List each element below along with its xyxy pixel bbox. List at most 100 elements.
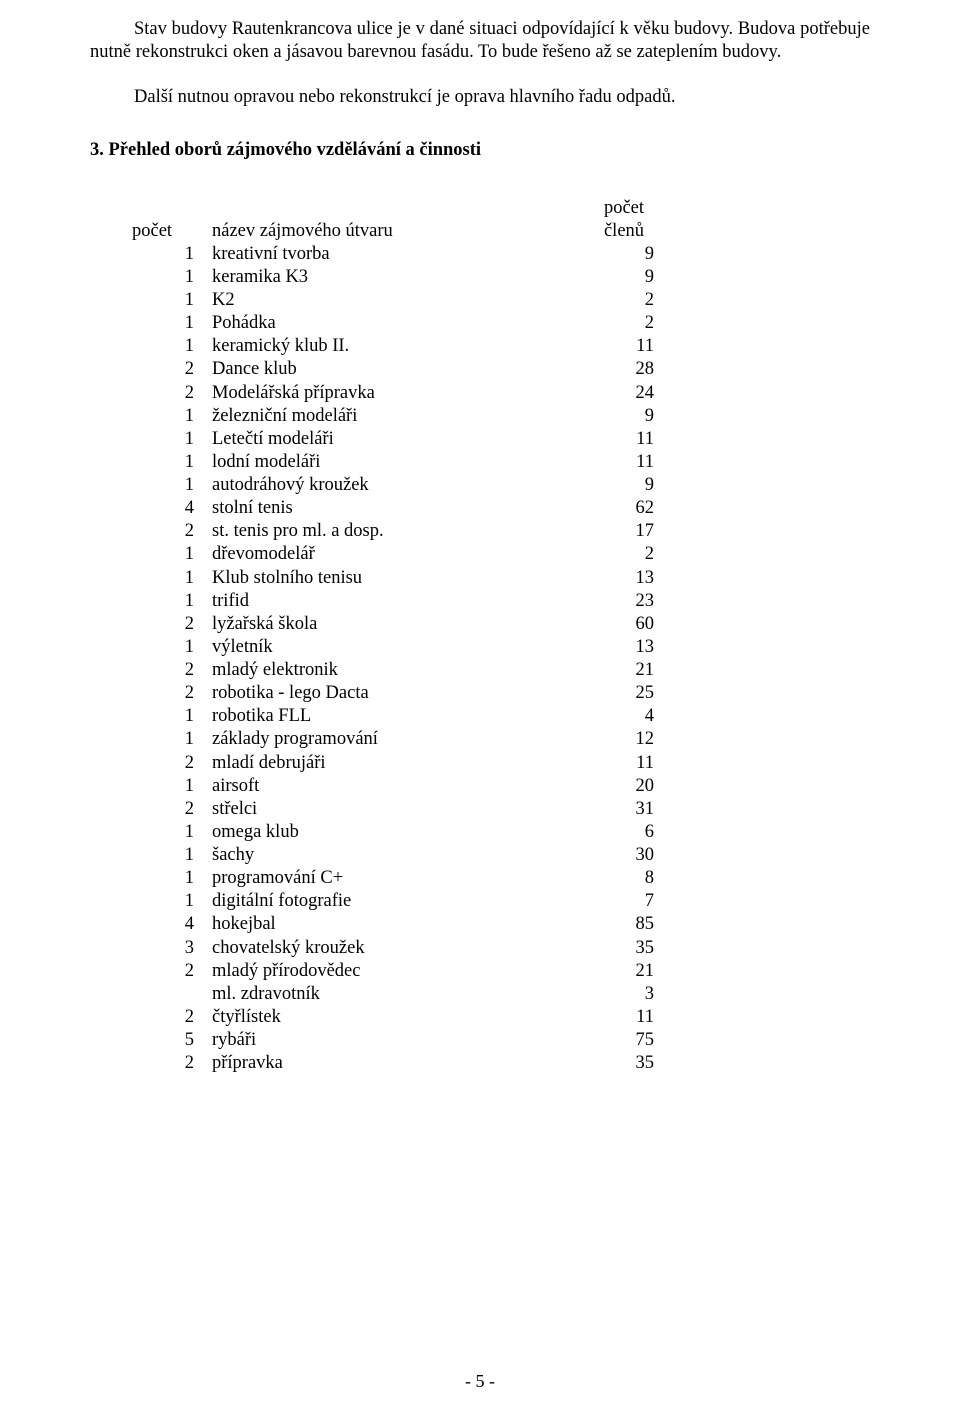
cell-name: Pohádka	[206, 312, 578, 335]
cell-name: Dance klub	[206, 358, 578, 381]
cell-name: mladí debrujáři	[206, 752, 578, 775]
cell-name: dřevomodelář	[206, 543, 578, 566]
col-header-name: název zájmového útvaru	[206, 197, 578, 243]
table-row: 1základy programování12	[126, 728, 670, 751]
table-row: 2robotika - lego Dacta25	[126, 682, 670, 705]
table-row: 1lodní modeláři11	[126, 451, 670, 474]
cell-members: 11	[578, 1006, 670, 1029]
cell-members: 60	[578, 613, 670, 636]
cell-count: 1	[126, 335, 206, 358]
table-row: 2střelci31	[126, 798, 670, 821]
cell-members: 75	[578, 1029, 670, 1052]
cell-name: airsoft	[206, 775, 578, 798]
cell-name: lodní modeláři	[206, 451, 578, 474]
cell-name: mladý elektronik	[206, 659, 578, 682]
cell-members: 2	[578, 289, 670, 312]
table-row: 3chovatelský kroužek35	[126, 937, 670, 960]
cell-name: hokejbal	[206, 913, 578, 936]
table-body: 1kreativní tvorba91keramika K391K221Pohá…	[126, 243, 670, 1076]
cell-members: 28	[578, 358, 670, 381]
cell-name: lyžařská škola	[206, 613, 578, 636]
table-row: 2Modelářská přípravka24	[126, 382, 670, 405]
cell-name: autodráhový kroužek	[206, 474, 578, 497]
cell-count: 2	[126, 960, 206, 983]
page-number: - 5 -	[0, 1370, 960, 1393]
cell-count	[126, 983, 206, 1006]
cell-members: 13	[578, 567, 670, 590]
cell-members: 4	[578, 705, 670, 728]
cell-members: 62	[578, 497, 670, 520]
cell-members: 9	[578, 266, 670, 289]
cell-name: programování C+	[206, 867, 578, 890]
page: Stav budovy Rautenkrancova ulice je v da…	[0, 0, 960, 1410]
cell-count: 1	[126, 405, 206, 428]
cell-name: základy programování	[206, 728, 578, 751]
cell-name: železniční modeláři	[206, 405, 578, 428]
table-row: 2Dance klub28	[126, 358, 670, 381]
table-row: 1airsoft20	[126, 775, 670, 798]
table-row: 2přípravka35	[126, 1052, 670, 1075]
cell-count: 5	[126, 1029, 206, 1052]
cell-count: 1	[126, 636, 206, 659]
cell-name: robotika FLL	[206, 705, 578, 728]
cell-name: trifid	[206, 590, 578, 613]
col-header-members-line1: počet	[604, 198, 644, 218]
table-row: 1robotika FLL4	[126, 705, 670, 728]
cell-members: 35	[578, 1052, 670, 1075]
cell-count: 4	[126, 497, 206, 520]
cell-members: 20	[578, 775, 670, 798]
section-heading: 3. Přehled oborů zájmového vzdělávání a …	[90, 139, 870, 162]
table-row: 4hokejbal85	[126, 913, 670, 936]
table-row: 1železniční modeláři9	[126, 405, 670, 428]
cell-members: 25	[578, 682, 670, 705]
table-row: 2st. tenis pro ml. a dosp.17	[126, 520, 670, 543]
cell-members: 23	[578, 590, 670, 613]
cell-count: 1	[126, 705, 206, 728]
table-row: 1Pohádka2	[126, 312, 670, 335]
table-row: 1kreativní tvorba9	[126, 243, 670, 266]
cell-members: 13	[578, 636, 670, 659]
table-row: ml. zdravotník3	[126, 983, 670, 1006]
cell-name: čtyřlístek	[206, 1006, 578, 1029]
table-row: 1programování C+8	[126, 867, 670, 890]
cell-count: 2	[126, 382, 206, 405]
table-row: 2mladý přírodovědec21	[126, 960, 670, 983]
cell-name: omega klub	[206, 821, 578, 844]
cell-name: Modelářská přípravka	[206, 382, 578, 405]
cell-count: 2	[126, 358, 206, 381]
table-row: 1Letečtí modeláři11	[126, 428, 670, 451]
cell-name: střelci	[206, 798, 578, 821]
cell-members: 9	[578, 474, 670, 497]
table-row: 1dřevomodelář2	[126, 543, 670, 566]
table-row: 1autodráhový kroužek9	[126, 474, 670, 497]
cell-count: 2	[126, 1052, 206, 1075]
cell-name: robotika - lego Dacta	[206, 682, 578, 705]
cell-members: 31	[578, 798, 670, 821]
cell-name: šachy	[206, 844, 578, 867]
cell-count: 1	[126, 728, 206, 751]
cell-name: Letečtí modeláři	[206, 428, 578, 451]
cell-count: 2	[126, 798, 206, 821]
table-row: 1omega klub6	[126, 821, 670, 844]
table-row: 2čtyřlístek11	[126, 1006, 670, 1029]
cell-count: 2	[126, 613, 206, 636]
cell-members: 11	[578, 335, 670, 358]
cell-members: 9	[578, 243, 670, 266]
table-row: 1keramika K39	[126, 266, 670, 289]
cell-count: 1	[126, 451, 206, 474]
cell-count: 1	[126, 289, 206, 312]
cell-members: 17	[578, 520, 670, 543]
table-row: 1výletník13	[126, 636, 670, 659]
cell-count: 1	[126, 590, 206, 613]
cell-name: výletník	[206, 636, 578, 659]
table-row: 2mladí debrujáři11	[126, 752, 670, 775]
cell-name: rybáři	[206, 1029, 578, 1052]
cell-count: 1	[126, 312, 206, 335]
table-row: 2mladý elektronik21	[126, 659, 670, 682]
cell-name: ml. zdravotník	[206, 983, 578, 1006]
cell-members: 30	[578, 844, 670, 867]
cell-members: 6	[578, 821, 670, 844]
cell-count: 1	[126, 474, 206, 497]
cell-members: 8	[578, 867, 670, 890]
cell-count: 2	[126, 1006, 206, 1029]
